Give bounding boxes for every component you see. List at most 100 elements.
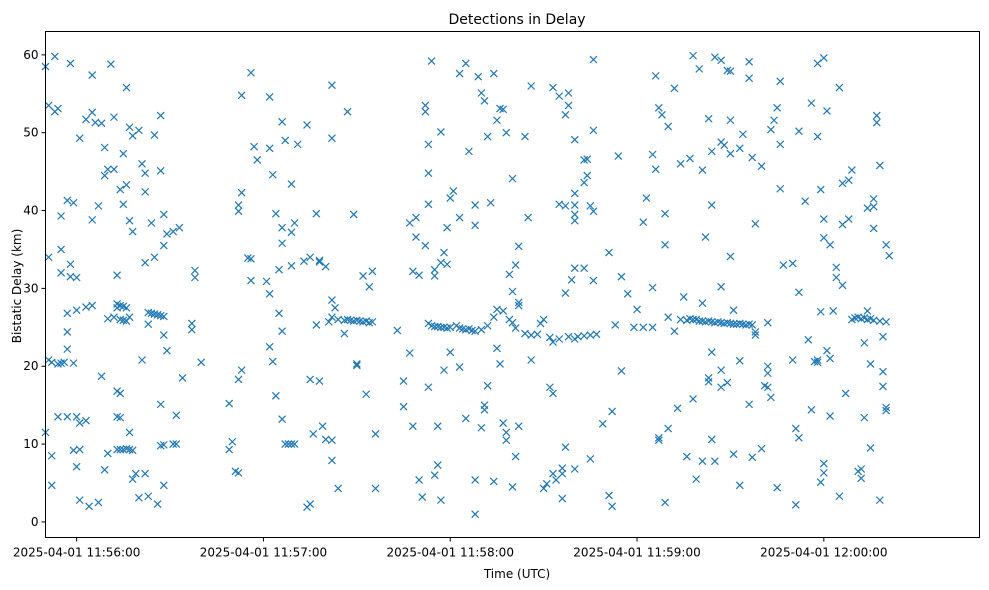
data-point (405, 219, 414, 227)
data-point (580, 178, 589, 187)
data-point (670, 327, 679, 336)
data-point (882, 240, 891, 249)
data-point (63, 309, 72, 318)
data-point (648, 150, 657, 159)
data-point (661, 209, 669, 218)
data-point (275, 265, 283, 274)
data-point (533, 330, 542, 339)
data-point (352, 359, 361, 368)
data-point (639, 218, 648, 227)
data-point (489, 477, 498, 486)
data-point (608, 407, 617, 416)
data-point (654, 436, 663, 445)
data-point (493, 116, 501, 125)
data-point (795, 127, 803, 136)
data-point (110, 113, 118, 122)
data-point (844, 176, 853, 185)
data-point (156, 111, 165, 120)
data-point (44, 253, 53, 262)
data-point (841, 389, 850, 398)
data-point (253, 156, 262, 164)
data-point (717, 56, 726, 65)
data-point (695, 64, 704, 73)
data-point (570, 264, 579, 273)
data-point (103, 314, 112, 323)
data-point (707, 147, 716, 156)
data-point (436, 127, 445, 136)
data-point (664, 122, 673, 131)
data-point (443, 260, 452, 269)
data-point (813, 356, 822, 364)
data-point (309, 430, 318, 438)
data-point (829, 307, 838, 315)
data-point (521, 132, 529, 141)
data-point (682, 452, 691, 461)
data-point (128, 446, 137, 455)
data-point (508, 287, 517, 296)
data-point (122, 303, 131, 312)
data-point (461, 414, 470, 423)
data-point (47, 451, 56, 460)
data-point (573, 332, 582, 341)
data-point (611, 321, 620, 329)
data-point (788, 356, 797, 364)
data-point (343, 107, 352, 116)
data-point (162, 229, 171, 238)
data-point (69, 446, 78, 455)
data-point (169, 227, 178, 236)
data-point (527, 82, 536, 90)
data-point (720, 141, 729, 150)
data-point (617, 272, 626, 281)
data-point (791, 424, 800, 433)
data-point (524, 213, 532, 222)
data-point (586, 454, 595, 463)
data-point (570, 216, 579, 225)
data-point (312, 321, 321, 329)
data-point (461, 59, 470, 68)
data-point (704, 114, 713, 123)
data-point (103, 165, 112, 174)
data-point (153, 500, 162, 508)
data-point (676, 315, 685, 324)
data-point (561, 443, 570, 452)
data-point (449, 187, 458, 196)
data-point (122, 180, 131, 189)
data-point (247, 68, 255, 77)
data-point (813, 132, 822, 141)
data-point (159, 481, 168, 490)
data-point (661, 498, 669, 507)
data-point (698, 299, 707, 308)
data-point (119, 149, 128, 158)
data-point (561, 110, 570, 119)
data-point (726, 252, 735, 261)
data-point (832, 273, 841, 282)
data-point (368, 267, 377, 276)
data-point (88, 71, 97, 80)
data-point (455, 213, 464, 222)
data-point (838, 179, 847, 188)
data-point (555, 335, 564, 343)
data-point (698, 166, 707, 174)
data-point (614, 152, 623, 160)
data-point (748, 453, 757, 462)
data-point (436, 496, 445, 505)
data-point (293, 140, 302, 149)
data-point (819, 459, 828, 468)
data-point (94, 201, 103, 210)
data-point (147, 219, 156, 227)
y-tick-label: 40 (23, 204, 38, 218)
data-point (819, 468, 828, 477)
data-point (826, 412, 834, 420)
data-point (598, 419, 607, 428)
data-point (328, 81, 336, 90)
data-point (499, 419, 508, 427)
data-point (306, 253, 315, 262)
data-point (838, 281, 847, 290)
data-point (605, 491, 613, 500)
data-point (349, 210, 358, 219)
data-point (399, 377, 408, 385)
data-point (757, 444, 766, 453)
data-point (94, 498, 103, 507)
data-point (710, 457, 719, 466)
